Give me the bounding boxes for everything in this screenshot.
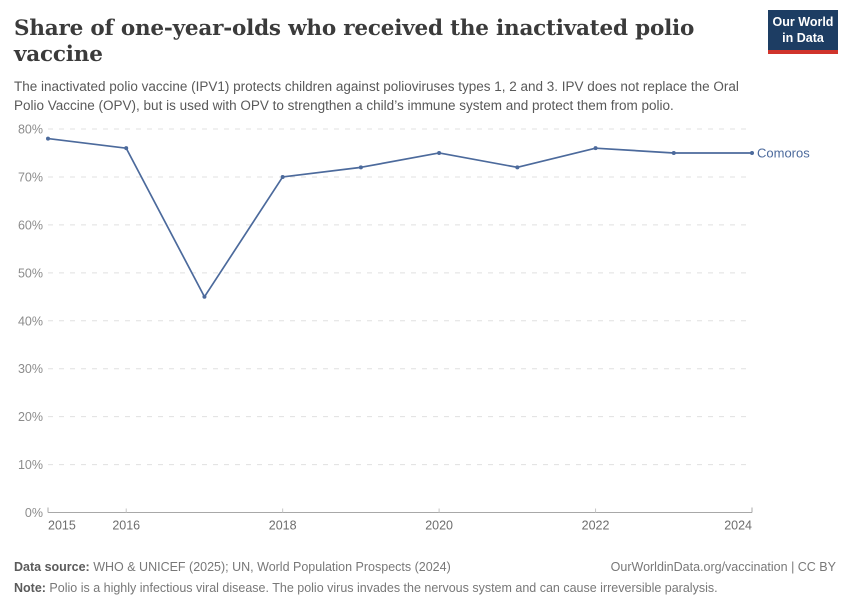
chart-footer: Data source: WHO & UNICEF (2025); UN, Wo… (0, 552, 850, 597)
data-source: Data source: WHO & UNICEF (2025); UN, Wo… (14, 558, 451, 576)
y-tick-label: 50% (18, 266, 43, 280)
y-tick-label: 20% (18, 410, 43, 424)
data-point (46, 136, 50, 141)
data-point (515, 165, 520, 170)
x-tick-label: 2018 (269, 518, 297, 532)
y-tick-label: 30% (18, 362, 43, 376)
x-tick-label: 2016 (112, 518, 140, 532)
x-tick-label: 2024 (724, 518, 752, 532)
note-label: Note: (14, 581, 46, 596)
x-tick-label: 2022 (582, 518, 610, 532)
y-tick-label: 10% (18, 458, 43, 472)
y-tick-label: 70% (18, 170, 43, 184)
data-point (750, 150, 754, 155)
chart-header: Share of one-year-olds who received the … (0, 0, 850, 115)
data-source-label: Data source: (14, 559, 90, 574)
owid-logo[interactable]: Our World in Data (768, 10, 838, 55)
y-tick-label: 0% (25, 506, 43, 520)
data-point (124, 146, 129, 151)
data-source-text: WHO & UNICEF (2025); UN, World Populatio… (89, 559, 451, 574)
data-point (593, 146, 598, 151)
data-point (280, 174, 285, 179)
line-chart: 0% 10% 20% 30% 40% 50% 60% 70% 80% 2015 2016 2018 20… (0, 117, 850, 552)
x-tick-label: 2020 (425, 518, 453, 532)
series-line (47, 137, 753, 298)
license-link[interactable]: OurWorldinData.org/vaccination | CC BY (610, 559, 836, 574)
logo-line-2: in Data (782, 30, 824, 45)
y-tick-label: 80% (18, 122, 43, 136)
logo-line-1: Our World (772, 15, 834, 29)
y-tick-label: 40% (18, 314, 43, 328)
page-title: Share of one-year-olds who received the … (14, 16, 695, 67)
data-point (358, 165, 363, 170)
data-point (437, 150, 442, 155)
y-tick-label: 60% (18, 218, 43, 232)
data-point (202, 294, 207, 299)
chart-subtitle: The inactivated polio vaccine (IPV1) pro… (14, 78, 739, 113)
data-point (671, 150, 676, 155)
note-text: Polio is a highly infectious viral disea… (45, 581, 718, 596)
x-tick-label: 2015 (48, 518, 76, 532)
chart-svg: 0% 10% 20% 30% 40% 50% 60% 70% 80% 2015 2016 2018 20… (18, 122, 810, 532)
footer-note: Note: Polio is a highly infectious viral… (14, 579, 836, 597)
series-label[interactable]: Comoros (757, 145, 810, 160)
